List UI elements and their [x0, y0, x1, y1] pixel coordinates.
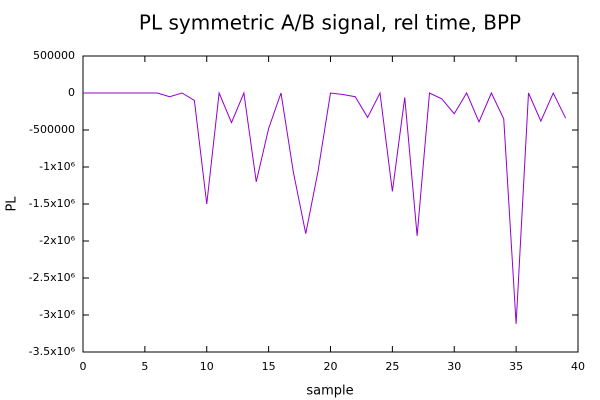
y-tick-label: -1x10⁶ [39, 160, 75, 173]
x-axis-label: sample [306, 384, 353, 399]
y-axis-label: PL [5, 196, 20, 212]
plot-frame [82, 55, 579, 353]
x-tick-label: 40 [571, 360, 585, 373]
x-tick-label: 30 [447, 360, 461, 373]
x-tick-label: 20 [324, 360, 338, 373]
y-tick-label: 500000 [33, 49, 75, 62]
y-tick-label: -3x10⁶ [39, 308, 75, 321]
y-tick-label: -2.5x10⁶ [29, 271, 76, 284]
x-tick-label: 25 [385, 360, 399, 373]
x-tick-label: 10 [200, 360, 214, 373]
data-line [83, 91, 567, 324]
x-tick-label: 5 [141, 360, 148, 373]
y-tick-label: -2x10⁶ [39, 234, 75, 247]
y-tick-label: -1.5x10⁶ [29, 197, 76, 210]
chart-title: PL symmetric A/B signal, rel time, BPP [139, 11, 521, 35]
x-tick-label: 35 [509, 360, 523, 373]
y-tick-label: -500000 [29, 123, 75, 136]
x-tick-label: 0 [80, 360, 87, 373]
x-tick-label: 15 [262, 360, 276, 373]
y-tick-label: -3.5x10⁶ [29, 345, 76, 358]
y-tick-label: 0 [68, 86, 75, 99]
